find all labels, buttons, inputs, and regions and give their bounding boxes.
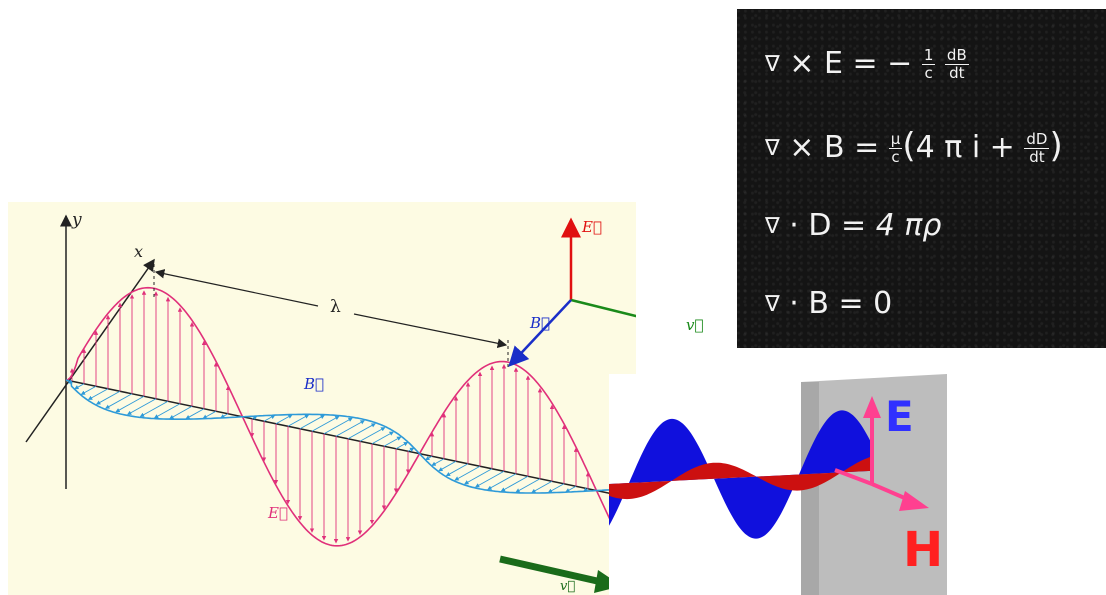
b-field-vector bbox=[202, 410, 217, 419]
equation-curl-b: ∇ × B = μ c (4 π i + dD dt) bbox=[765, 126, 1063, 166]
operator: · bbox=[789, 286, 799, 321]
b-field-vector bbox=[95, 390, 121, 405]
x-axis bbox=[25, 258, 155, 443]
triad-v-label: v⃗ bbox=[686, 316, 704, 334]
b-field-vector bbox=[359, 427, 386, 442]
b-field-label: B⃗ bbox=[304, 375, 325, 393]
b-field-vector bbox=[126, 398, 157, 415]
b-field-vector bbox=[464, 468, 493, 485]
b-field-vector bbox=[487, 473, 517, 490]
b-field-vector bbox=[105, 393, 133, 409]
wavelength-label: λ bbox=[330, 297, 341, 317]
fraction: dB dt bbox=[944, 46, 969, 82]
equation-div-b: ∇ · B = 0 bbox=[765, 289, 892, 319]
em-wave-diagram: y x λ B⃗ E⃗ E⃗ B⃗ v⃗ v⃗ bbox=[8, 202, 703, 595]
b-field-vector bbox=[515, 478, 541, 493]
b-field-vector bbox=[153, 403, 181, 419]
nabla-icon: ∇ bbox=[765, 214, 780, 239]
b-field-vector bbox=[335, 420, 365, 437]
paren-text: 4 π i + bbox=[915, 130, 1015, 165]
b-field-vector bbox=[371, 431, 394, 445]
y-axis-label: y bbox=[72, 210, 82, 230]
b-field-vector bbox=[531, 480, 553, 493]
propagation-axis bbox=[65, 379, 614, 495]
b-field-vector bbox=[311, 415, 340, 432]
lhs: B bbox=[823, 130, 845, 165]
equation-div-d: ∇ · D = 4 πρ bbox=[765, 211, 941, 241]
velocity-label: v⃗ bbox=[560, 579, 576, 594]
rhs-prefix: = − bbox=[852, 46, 913, 81]
b-field-vector bbox=[74, 383, 85, 390]
b-field-vector bbox=[139, 400, 169, 417]
operator: · bbox=[789, 208, 799, 243]
operator: × bbox=[789, 46, 815, 81]
em-h-label: H bbox=[903, 522, 944, 578]
b-field-vector bbox=[383, 436, 402, 447]
triad-e-label: E⃗ bbox=[582, 218, 602, 236]
rhs: = 4 πρ bbox=[841, 208, 942, 243]
b-field-vector bbox=[500, 475, 529, 492]
b-field-vector bbox=[287, 414, 310, 427]
b-field-vector bbox=[547, 483, 565, 493]
triad-b-arrow bbox=[508, 299, 572, 367]
b-field-vector bbox=[425, 455, 433, 461]
em-wave-3d-drawing bbox=[609, 374, 947, 595]
b-field-vector bbox=[454, 465, 481, 481]
b-field-vector bbox=[407, 447, 415, 452]
operator: × bbox=[789, 130, 815, 165]
wavelength-arrow-left bbox=[154, 269, 319, 307]
nabla-icon: ∇ bbox=[765, 136, 780, 161]
triad-b-label: B⃗ bbox=[530, 314, 551, 332]
b-field-vector bbox=[275, 414, 293, 425]
b-field-vector bbox=[395, 441, 409, 450]
rhs: = 0 bbox=[838, 286, 893, 321]
rhs-prefix: = bbox=[854, 130, 880, 165]
b-field-vector bbox=[87, 388, 109, 400]
triad-v-arrow bbox=[570, 298, 636, 318]
b-field-vector bbox=[299, 414, 325, 430]
fraction: dD dt bbox=[1024, 130, 1050, 166]
em-e-label: E bbox=[885, 392, 914, 441]
velocity-arrow bbox=[499, 555, 607, 587]
b-field-vector bbox=[80, 385, 97, 395]
e-field-label: E⃗ bbox=[268, 504, 288, 522]
lhs: B bbox=[808, 286, 829, 321]
b-field-vector bbox=[169, 405, 193, 420]
em-wave-3d-panel: E H bbox=[609, 374, 947, 595]
nabla-icon: ∇ bbox=[765, 52, 780, 77]
h-wave-shape bbox=[609, 456, 871, 500]
em-axis-back bbox=[834, 468, 873, 486]
em-e-arrow-head bbox=[863, 396, 881, 418]
b-field-vector bbox=[474, 470, 505, 488]
electric-field-wave bbox=[65, 286, 613, 547]
b-field-vector bbox=[431, 458, 445, 466]
nabla-icon: ∇ bbox=[765, 292, 780, 317]
b-field-vector bbox=[185, 408, 205, 420]
lhs: D bbox=[808, 208, 832, 243]
b-field-vector bbox=[115, 395, 145, 413]
magnetic-field-wave bbox=[65, 379, 621, 494]
wave-drawing bbox=[25, 214, 636, 593]
b-field-vector bbox=[263, 414, 276, 422]
b-field-vector bbox=[347, 423, 376, 440]
e-wave-shape bbox=[609, 410, 871, 539]
wavelength-arrow-right bbox=[353, 313, 508, 349]
lhs: E bbox=[823, 46, 843, 81]
em-h-arrow-head bbox=[899, 491, 929, 511]
electric-field-vectors bbox=[69, 290, 615, 544]
b-field-vector bbox=[445, 463, 469, 477]
b-field-vector bbox=[323, 417, 353, 435]
magnetic-field-vectors bbox=[67, 379, 621, 495]
x-axis-label: x bbox=[134, 242, 144, 261]
b-field-vector bbox=[565, 485, 577, 493]
b-field-vector bbox=[438, 460, 457, 472]
